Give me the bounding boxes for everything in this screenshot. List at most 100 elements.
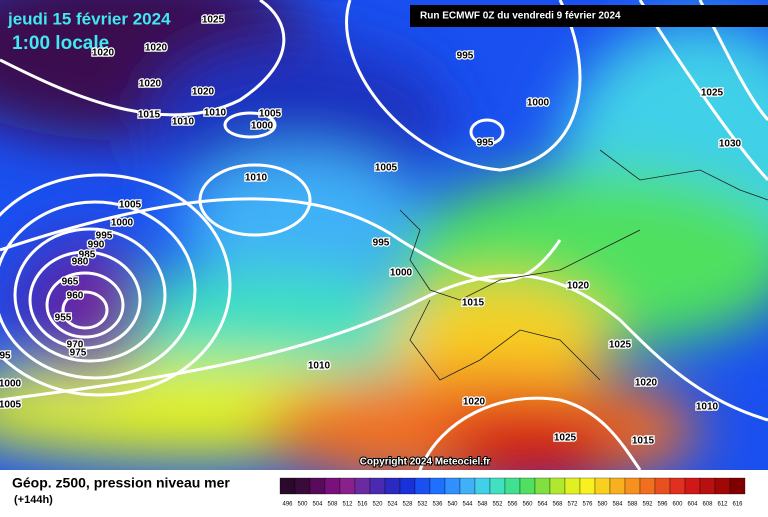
- isobar-label: 985: [79, 250, 96, 261]
- isobar-label: 1025: [554, 433, 577, 444]
- legend-swatch: [654, 477, 671, 495]
- coastlines: [399, 149, 768, 381]
- isobar-label: 995: [477, 138, 494, 149]
- legend-swatch: [279, 477, 296, 495]
- legend-swatch: [669, 477, 686, 495]
- isobar-label: 1025: [202, 15, 225, 26]
- legend: 496 500 504 508 512 516 520 524 528 532 536 540 544 5…: [279, 477, 746, 508]
- legend-swatch: [414, 477, 431, 495]
- legend-label: 564: [537, 502, 548, 508]
- isobar-label: 970: [67, 340, 84, 351]
- isobar-label: 1020: [635, 378, 658, 389]
- legend-label: 528: [402, 502, 413, 508]
- isobar-label: 1015: [138, 110, 161, 121]
- isobar-label: 1010: [204, 108, 227, 119]
- legend-swatch: [474, 477, 491, 495]
- legend-label: 544: [462, 502, 473, 508]
- isobar-label: 1020: [92, 48, 115, 59]
- isobar-label: 1000: [390, 268, 413, 279]
- copyright: Copyright 2024 Meteociel.fr: [360, 457, 491, 468]
- legend-swatch: [624, 477, 641, 495]
- legend-swatch: [639, 477, 656, 495]
- legend-label: 616: [732, 502, 743, 508]
- legend-label: 576: [582, 502, 593, 508]
- isobar-label: 995: [457, 51, 474, 62]
- isobar-label: 955: [55, 313, 72, 324]
- legend-swatch: [354, 477, 371, 495]
- legend-label: 600: [672, 502, 683, 508]
- legend-swatch: [459, 477, 476, 495]
- legend-label: 608: [702, 502, 713, 508]
- legend-swatch: [504, 477, 521, 495]
- legend-swatch: [324, 477, 341, 495]
- run-info: Run ECMWF 0Z du vendredi 9 février 2024: [420, 11, 621, 22]
- isobar-label: 1000: [527, 98, 550, 109]
- legend-swatch: [339, 477, 356, 495]
- legend-swatch: [294, 477, 311, 495]
- legend-label: 508: [327, 502, 338, 508]
- legend-swatch: [564, 477, 581, 495]
- map-field: [0, 0, 768, 470]
- isobar-label: 1025: [701, 88, 724, 99]
- isobar-label: 965: [62, 277, 79, 288]
- legend-label: 580: [597, 502, 608, 508]
- isobar-label: 1020: [567, 281, 590, 292]
- legend-swatch: [534, 477, 551, 495]
- legend-swatch: [594, 477, 611, 495]
- legend-swatch: [429, 477, 446, 495]
- legend-label: 596: [657, 502, 668, 508]
- map-date: jeudi 15 février 2024: [7, 9, 171, 28]
- legend-swatch: [309, 477, 326, 495]
- legend-label: 592: [642, 502, 653, 508]
- legend-swatch: [729, 477, 746, 495]
- legend-swatch: [699, 477, 716, 495]
- isobar-label: 1005: [259, 109, 282, 120]
- legend-label: 540: [447, 502, 458, 508]
- legend-label: 612: [717, 502, 728, 508]
- legend-swatch: [714, 477, 731, 495]
- legend-label: 504: [312, 502, 323, 508]
- isobar-label: 1000: [251, 121, 274, 132]
- legend-label: 512: [342, 502, 353, 508]
- legend-label: 552: [492, 502, 503, 508]
- isobar-label: 980: [72, 257, 89, 268]
- isobar-label: 1010: [245, 173, 268, 184]
- legend-label: 588: [627, 502, 638, 508]
- isobar-label: 1005: [119, 200, 142, 211]
- legend-swatch: [579, 477, 596, 495]
- legend-swatch: [444, 477, 461, 495]
- isobar-label: 1005: [375, 163, 398, 174]
- legend-label: 584: [612, 502, 623, 508]
- isobars: [0, 0, 768, 470]
- legend-swatch: [489, 477, 506, 495]
- legend-label: 568: [552, 502, 563, 508]
- isobar-label: 1010: [172, 117, 195, 128]
- isobar-label: 1005: [0, 400, 22, 411]
- legend-label: 532: [417, 502, 428, 508]
- isobar-label: 1000: [0, 379, 22, 390]
- legend-label: 572: [567, 502, 578, 508]
- isobar-label: 1000: [111, 218, 134, 229]
- lead-time: (+144h): [14, 494, 53, 506]
- isobar-label: 1025: [609, 340, 632, 351]
- legend-swatch: [369, 477, 386, 495]
- legend-label: 500: [297, 502, 308, 508]
- isobar-label: 1015: [632, 436, 655, 447]
- isobar-label: 960: [67, 291, 84, 302]
- isobar-label: 1020: [192, 87, 215, 98]
- legend-label: 496: [282, 502, 293, 508]
- legend-label: 516: [357, 502, 368, 508]
- legend-swatch: [384, 477, 401, 495]
- legend-label: 556: [507, 502, 518, 508]
- legend-label: 536: [432, 502, 443, 508]
- legend-swatch: [609, 477, 626, 495]
- isobar-label: 990: [88, 240, 105, 251]
- isobar-label: 95: [0, 351, 11, 362]
- legend-label: 524: [387, 502, 398, 508]
- legend-label: 604: [687, 502, 698, 508]
- isobar-label: 1015: [462, 298, 485, 309]
- legend-swatch: [684, 477, 701, 495]
